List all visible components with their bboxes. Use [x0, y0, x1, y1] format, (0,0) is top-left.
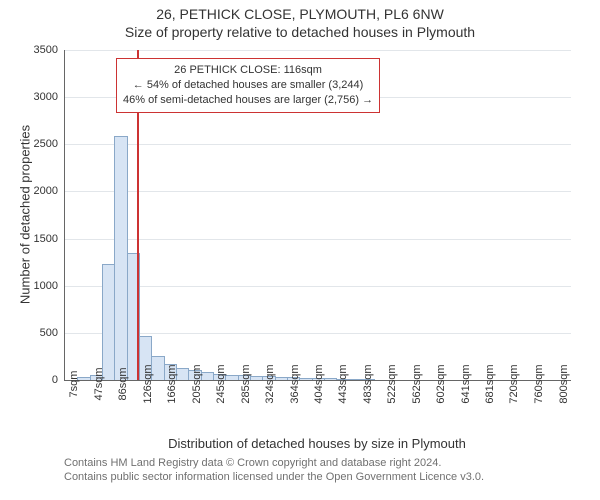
grid-line — [65, 191, 571, 192]
x-tick-label: 720sqm — [508, 364, 520, 403]
y-tick-label: 3000 — [0, 91, 58, 103]
chart-container: 26, PETHICK CLOSE, PLYMOUTH, PL6 6NW Siz… — [0, 0, 600, 500]
x-axis-title: Distribution of detached houses by size … — [64, 436, 570, 451]
x-tick-label: 800sqm — [558, 364, 570, 403]
title-block: 26, PETHICK CLOSE, PLYMOUTH, PL6 6NW Siz… — [0, 0, 600, 40]
x-tick-label: 404sqm — [313, 364, 325, 403]
histogram-bar — [176, 368, 189, 380]
x-tick-label: 205sqm — [191, 364, 203, 403]
x-tick-label: 443sqm — [337, 364, 349, 403]
footer-line-2: Contains public sector information licen… — [64, 470, 484, 484]
y-tick-label: 1500 — [0, 233, 58, 245]
x-tick-label: 324sqm — [264, 364, 276, 403]
x-tick-label: 166sqm — [166, 364, 178, 403]
grid-line — [65, 286, 571, 287]
x-tick-label: 47sqm — [93, 367, 105, 400]
title-line-1: 26, PETHICK CLOSE, PLYMOUTH, PL6 6NW — [0, 6, 600, 22]
x-tick-label: 483sqm — [362, 364, 374, 403]
title-line-2: Size of property relative to detached ho… — [0, 24, 600, 40]
y-tick-label: 1000 — [0, 280, 58, 292]
annotation-box: 26 PETHICK CLOSE: 116sqm ← 54% of detach… — [116, 58, 380, 113]
x-tick-label: 522sqm — [386, 364, 398, 403]
x-ticks: 7sqm47sqm86sqm126sqm166sqm205sqm245sqm28… — [64, 380, 570, 435]
grid-line — [65, 50, 571, 51]
x-tick-label: 602sqm — [435, 364, 447, 403]
annotation-line-3: 46% of semi-detached houses are larger (… — [123, 93, 373, 108]
y-tick-label: 500 — [0, 327, 58, 339]
grid-line — [65, 239, 571, 240]
y-ticks: 0500100015002000250030003500 — [0, 50, 58, 380]
x-tick-label: 364sqm — [289, 364, 301, 403]
x-tick-label: 641sqm — [460, 364, 472, 403]
footer-text: Contains HM Land Registry data © Crown c… — [64, 456, 484, 485]
x-tick-label: 760sqm — [533, 364, 545, 403]
grid-line — [65, 333, 571, 334]
histogram-bar — [102, 264, 115, 381]
histogram-bar — [114, 136, 127, 380]
y-tick-label: 0 — [0, 374, 58, 386]
y-tick-label: 2500 — [0, 138, 58, 150]
footer-line-1: Contains HM Land Registry data © Crown c… — [64, 456, 484, 470]
x-tick-label: 7sqm — [68, 371, 80, 398]
annotation-line-2: ← 54% of detached houses are smaller (3,… — [123, 78, 373, 93]
annotation-line-1: 26 PETHICK CLOSE: 116sqm — [123, 63, 373, 78]
grid-line — [65, 144, 571, 145]
x-tick-label: 681sqm — [484, 364, 496, 403]
x-tick-label: 126sqm — [142, 364, 154, 403]
x-tick-label: 245sqm — [215, 364, 227, 403]
x-tick-label: 285sqm — [240, 364, 252, 403]
x-tick-label: 562sqm — [411, 364, 423, 403]
y-tick-label: 3500 — [0, 44, 58, 56]
y-tick-label: 2000 — [0, 185, 58, 197]
x-tick-label: 86sqm — [117, 367, 129, 400]
